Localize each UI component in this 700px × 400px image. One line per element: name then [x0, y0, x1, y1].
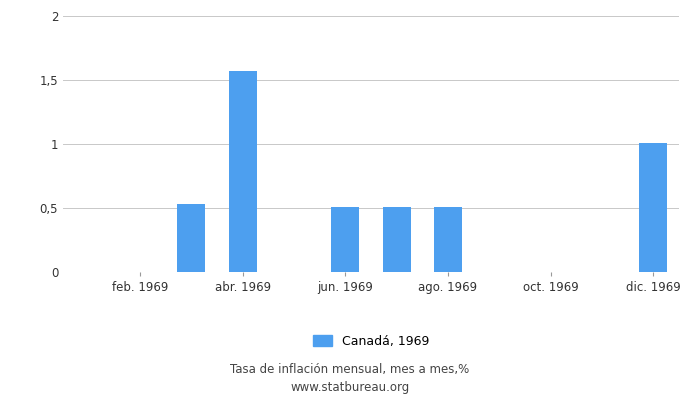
- Bar: [434, 207, 462, 272]
- Bar: [331, 207, 360, 272]
- Text: www.statbureau.org: www.statbureau.org: [290, 382, 410, 394]
- Legend: Canadá, 1969: Canadá, 1969: [313, 334, 429, 348]
- Bar: [639, 143, 667, 272]
- Bar: [177, 204, 206, 272]
- Text: Tasa de inflación mensual, mes a mes,%: Tasa de inflación mensual, mes a mes,%: [230, 364, 470, 376]
- Bar: [228, 71, 257, 272]
- Bar: [382, 207, 411, 272]
